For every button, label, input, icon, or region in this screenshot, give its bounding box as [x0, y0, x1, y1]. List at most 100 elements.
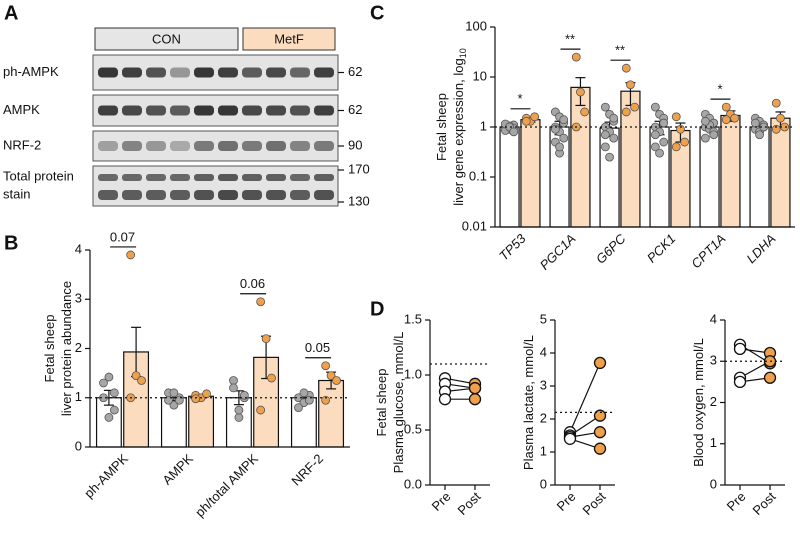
data-point	[131, 371, 141, 380]
data-point	[321, 395, 331, 405]
x-tick-label: G6PC	[593, 231, 629, 267]
data-point	[294, 403, 303, 413]
y-axis-label-text: Blood oxygen, mmol/L	[691, 338, 706, 467]
bar	[699, 126, 720, 228]
band	[194, 105, 214, 116]
band	[170, 190, 190, 200]
y-axis-label: Fetal sheep	[374, 369, 389, 437]
data-point	[671, 142, 681, 152]
data-point	[563, 432, 577, 445]
bar	[520, 119, 541, 228]
y-tick-label: 5	[540, 311, 547, 326]
band	[122, 190, 142, 200]
y-tick-label: 0	[710, 476, 717, 491]
x-tick-label: AMPK	[159, 451, 196, 488]
data-point	[256, 297, 266, 307]
data-point	[630, 102, 640, 112]
panel-label: D	[370, 298, 384, 320]
y-axis-label-sub: 10	[458, 48, 468, 58]
band	[98, 190, 118, 200]
band	[314, 174, 334, 181]
data-point	[650, 142, 660, 152]
x-tick-label: ph-AMPK	[81, 451, 131, 501]
y-axis-label-text: Fetal sheep	[42, 315, 57, 383]
data-point	[759, 122, 769, 132]
data-point	[680, 137, 690, 147]
y-axis-label-text: liver gene expression, log	[451, 58, 466, 205]
x-tick-label: Pre	[554, 489, 579, 514]
data-point	[655, 148, 664, 158]
band	[170, 141, 190, 151]
data-point	[621, 63, 631, 73]
band	[242, 190, 262, 200]
data-point	[621, 107, 631, 117]
y-axis-label: Fetal sheep	[434, 93, 449, 161]
data-point	[294, 393, 303, 403]
panel-label: A	[4, 2, 18, 24]
data-point	[709, 130, 719, 140]
band	[242, 105, 262, 116]
data-point	[137, 376, 146, 385]
data-point	[733, 375, 747, 389]
band	[170, 67, 190, 78]
band	[98, 174, 118, 181]
data-point	[202, 389, 211, 399]
band	[194, 190, 214, 200]
y-axis-label: Fetal sheep	[42, 315, 57, 383]
band	[314, 105, 334, 116]
data-point	[229, 376, 238, 385]
y-tick-label: 3	[540, 377, 547, 392]
band	[290, 105, 310, 116]
x-tick-label: Post	[455, 489, 484, 518]
band	[218, 190, 238, 200]
y-axis-label: Plasma glucose, mmol/L	[391, 332, 406, 474]
y-axis-label-text: Fetal sheep	[374, 369, 389, 437]
bar	[720, 114, 741, 228]
y-axis-label: Plasma lactate, mmol/L	[521, 335, 536, 470]
data-point	[700, 133, 710, 143]
data-point	[321, 361, 331, 371]
bar	[188, 395, 215, 448]
y-axis-label-text: Fetal sheep	[434, 93, 449, 161]
band	[122, 174, 142, 181]
data-point	[750, 118, 760, 128]
data-point	[700, 116, 710, 126]
data-point	[571, 52, 581, 62]
data-point	[261, 334, 271, 344]
data-point	[626, 80, 635, 90]
y-tick-label: 0.1	[469, 168, 487, 183]
panel-label: C	[370, 2, 384, 24]
data-point	[468, 393, 482, 406]
data-point	[755, 130, 764, 140]
data-point	[721, 102, 731, 112]
band	[98, 141, 118, 151]
x-tick-label: Post	[750, 489, 779, 518]
band	[290, 141, 310, 151]
data-point	[609, 133, 619, 143]
panel-label: B	[4, 232, 18, 254]
data-point	[730, 113, 740, 123]
data-point	[733, 342, 747, 356]
kda-label: 90	[348, 137, 362, 152]
data-point	[99, 378, 108, 388]
y-axis-label: liver gene expression, log10	[451, 48, 468, 205]
band	[290, 174, 310, 181]
x-tick-label: Pre	[724, 489, 749, 514]
data-point	[559, 115, 569, 125]
band	[242, 174, 262, 181]
data-point	[109, 388, 119, 398]
y-tick-label: 100	[465, 18, 487, 33]
y-tick-label: 1	[540, 443, 547, 458]
row-label: Total protein	[3, 168, 74, 183]
row-label: ph-AMPK	[3, 64, 59, 79]
x-tick-label: PCK1	[644, 231, 679, 266]
bar	[749, 126, 770, 228]
x-tick-label: LDHA	[743, 231, 778, 266]
x-tick-label: ph/total AMPK	[192, 451, 261, 520]
band	[266, 105, 286, 116]
bar	[499, 126, 520, 228]
band	[290, 190, 310, 200]
data-point	[580, 107, 590, 117]
kda-label: 130	[348, 193, 370, 208]
